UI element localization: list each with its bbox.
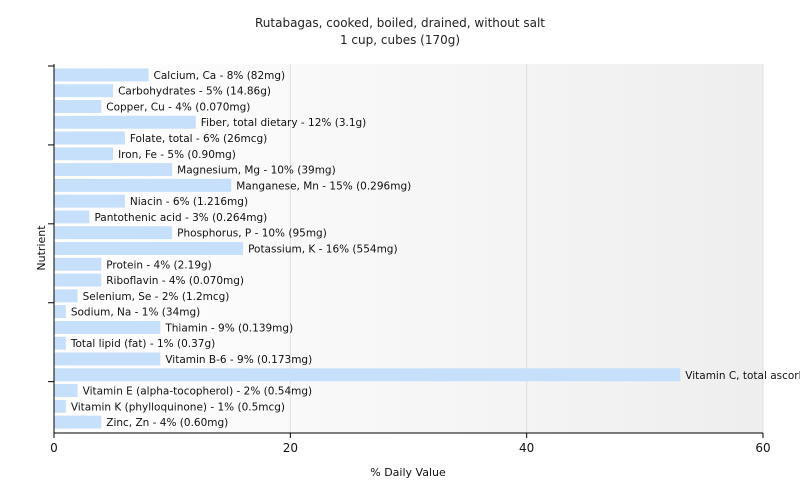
bar bbox=[54, 352, 161, 366]
bar bbox=[54, 368, 681, 382]
x-tick-label: 60 bbox=[755, 441, 770, 455]
bar-label: Calcium, Ca - 8% (82mg) bbox=[154, 70, 286, 82]
bar bbox=[54, 305, 66, 319]
bar-label: Copper, Cu - 4% (0.070mg) bbox=[106, 101, 250, 113]
x-tick-label: 20 bbox=[283, 441, 298, 455]
bar-label: Zinc, Zn - 4% (0.60mg) bbox=[106, 417, 228, 429]
bar bbox=[54, 289, 78, 303]
bar-label: Magnesium, Mg - 10% (39mg) bbox=[177, 165, 336, 177]
bar-label: Vitamin E (alpha-tocopherol) - 2% (0.54m… bbox=[83, 386, 313, 398]
bar bbox=[54, 163, 173, 177]
bar bbox=[54, 194, 125, 208]
bar-label: Total lipid (fat) - 1% (0.37g) bbox=[70, 338, 215, 350]
bar bbox=[54, 273, 102, 287]
bar bbox=[54, 399, 66, 413]
bar-label: Niacin - 6% (1.216mg) bbox=[130, 196, 248, 208]
bar-label: Manganese, Mn - 15% (0.296mg) bbox=[236, 180, 411, 192]
x-tick-label: 0 bbox=[50, 441, 58, 455]
bar-label: Selenium, Se - 2% (1.2mcg) bbox=[83, 291, 230, 303]
y-axis-title: Nutrient bbox=[35, 225, 48, 271]
bar-label: Fiber, total dietary - 12% (3.1g) bbox=[201, 117, 366, 129]
bars-group: Calcium, Ca - 8% (82mg) Carbohydrates - 5… bbox=[54, 68, 800, 429]
axes-group: 0 20 40 60 bbox=[48, 64, 771, 455]
chart-title: Rutabagas, cooked, boiled, drained, with… bbox=[255, 16, 545, 30]
bar-label: Riboflavin - 4% (0.070mg) bbox=[106, 275, 244, 287]
bar-label: Vitamin C, total ascorbic acid - 53% (32… bbox=[685, 370, 800, 382]
bar-label: Phosphorus, P - 10% (95mg) bbox=[177, 228, 327, 240]
bar bbox=[54, 131, 125, 145]
bar-label: Sodium, Na - 1% (34mg) bbox=[71, 307, 200, 319]
bar-label: Potassium, K - 16% (554mg) bbox=[248, 244, 398, 256]
bar bbox=[54, 68, 149, 82]
bar-label: Protein - 4% (2.19g) bbox=[106, 259, 212, 271]
bar bbox=[54, 336, 66, 350]
bar-label: Iron, Fe - 5% (0.90mg) bbox=[118, 149, 236, 161]
bar bbox=[54, 384, 78, 398]
bar-label: Carbohydrates - 5% (14.86g) bbox=[118, 86, 271, 98]
chart-subtitle: 1 cup, cubes (170g) bbox=[340, 33, 460, 47]
x-axis-title: % Daily Value bbox=[370, 466, 446, 479]
bar bbox=[54, 242, 244, 255]
bar bbox=[54, 147, 114, 161]
bar bbox=[54, 210, 90, 224]
bar-label: Folate, total - 6% (26mcg) bbox=[130, 133, 267, 145]
bar-label: Thiamin - 9% (0.139mg) bbox=[164, 322, 293, 334]
bar bbox=[54, 84, 114, 98]
bar bbox=[54, 257, 102, 271]
bar bbox=[54, 115, 196, 129]
bar bbox=[54, 99, 102, 113]
bar-label: Vitamin B-6 - 9% (0.173mg) bbox=[165, 354, 312, 366]
bar bbox=[54, 415, 102, 429]
x-tick-label: 40 bbox=[519, 441, 534, 455]
bar-label: Pantothenic acid - 3% (0.264mg) bbox=[94, 212, 267, 224]
bar bbox=[54, 178, 232, 192]
bar bbox=[54, 320, 161, 334]
bar bbox=[54, 226, 173, 240]
bar-label: Vitamin K (phylloquinone) - 1% (0.5mcg) bbox=[71, 401, 285, 413]
